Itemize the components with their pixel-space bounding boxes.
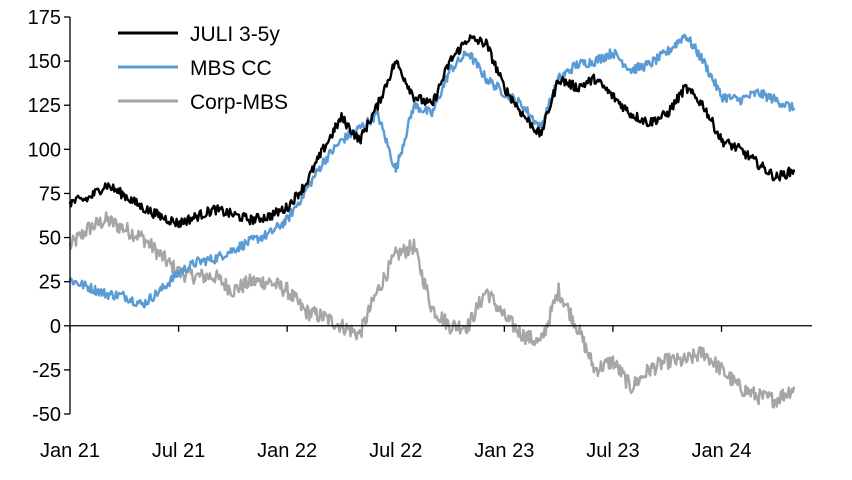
y-tick-label: 75 — [39, 183, 61, 205]
series-layer — [68, 33, 796, 409]
legend-label: MBS CC — [190, 57, 272, 80]
x-tick-label: Jan 21 — [40, 440, 100, 462]
x-axis-ticks: Jan 21 Jul 21 Jan 22 Jul 22 Jan 23 Jul 23 Jan … — [40, 325, 752, 462]
x-tick-label: Jan 23 — [474, 440, 534, 462]
x-tick-label: Jan 24 — [691, 440, 751, 462]
y-tick-label: -50 — [32, 404, 61, 426]
series-line-mbs-cc — [68, 33, 796, 309]
series-line-corp-mbs — [68, 211, 796, 409]
x-tick-label: Jul 22 — [369, 440, 422, 462]
y-tick-label: 125 — [28, 95, 61, 117]
legend-label: Corp-MBS — [190, 91, 288, 114]
y-tick-label: -25 — [32, 360, 61, 382]
y-tick-label: 150 — [28, 51, 61, 73]
legend-label: JULI 3-5y — [190, 23, 280, 46]
y-tick-label: 25 — [39, 272, 61, 294]
x-tick-label: Jan 22 — [257, 440, 317, 462]
y-tick-label: 100 — [28, 139, 61, 161]
y-axis-ticks: 175 150 125 100 75 50 25 0 -25 -50 — [28, 7, 70, 426]
x-tick-label: Jul 23 — [586, 440, 639, 462]
y-tick-label: 0 — [50, 316, 61, 338]
y-tick-label: 175 — [28, 7, 61, 29]
legend: JULI 3-5y MBS CC Corp-MBS — [118, 23, 288, 114]
series-line-juli-3-5y — [68, 34, 796, 229]
axes-layer — [69, 17, 812, 414]
y-tick-label: 50 — [39, 228, 61, 250]
x-tick-label: Jul 21 — [152, 440, 205, 462]
